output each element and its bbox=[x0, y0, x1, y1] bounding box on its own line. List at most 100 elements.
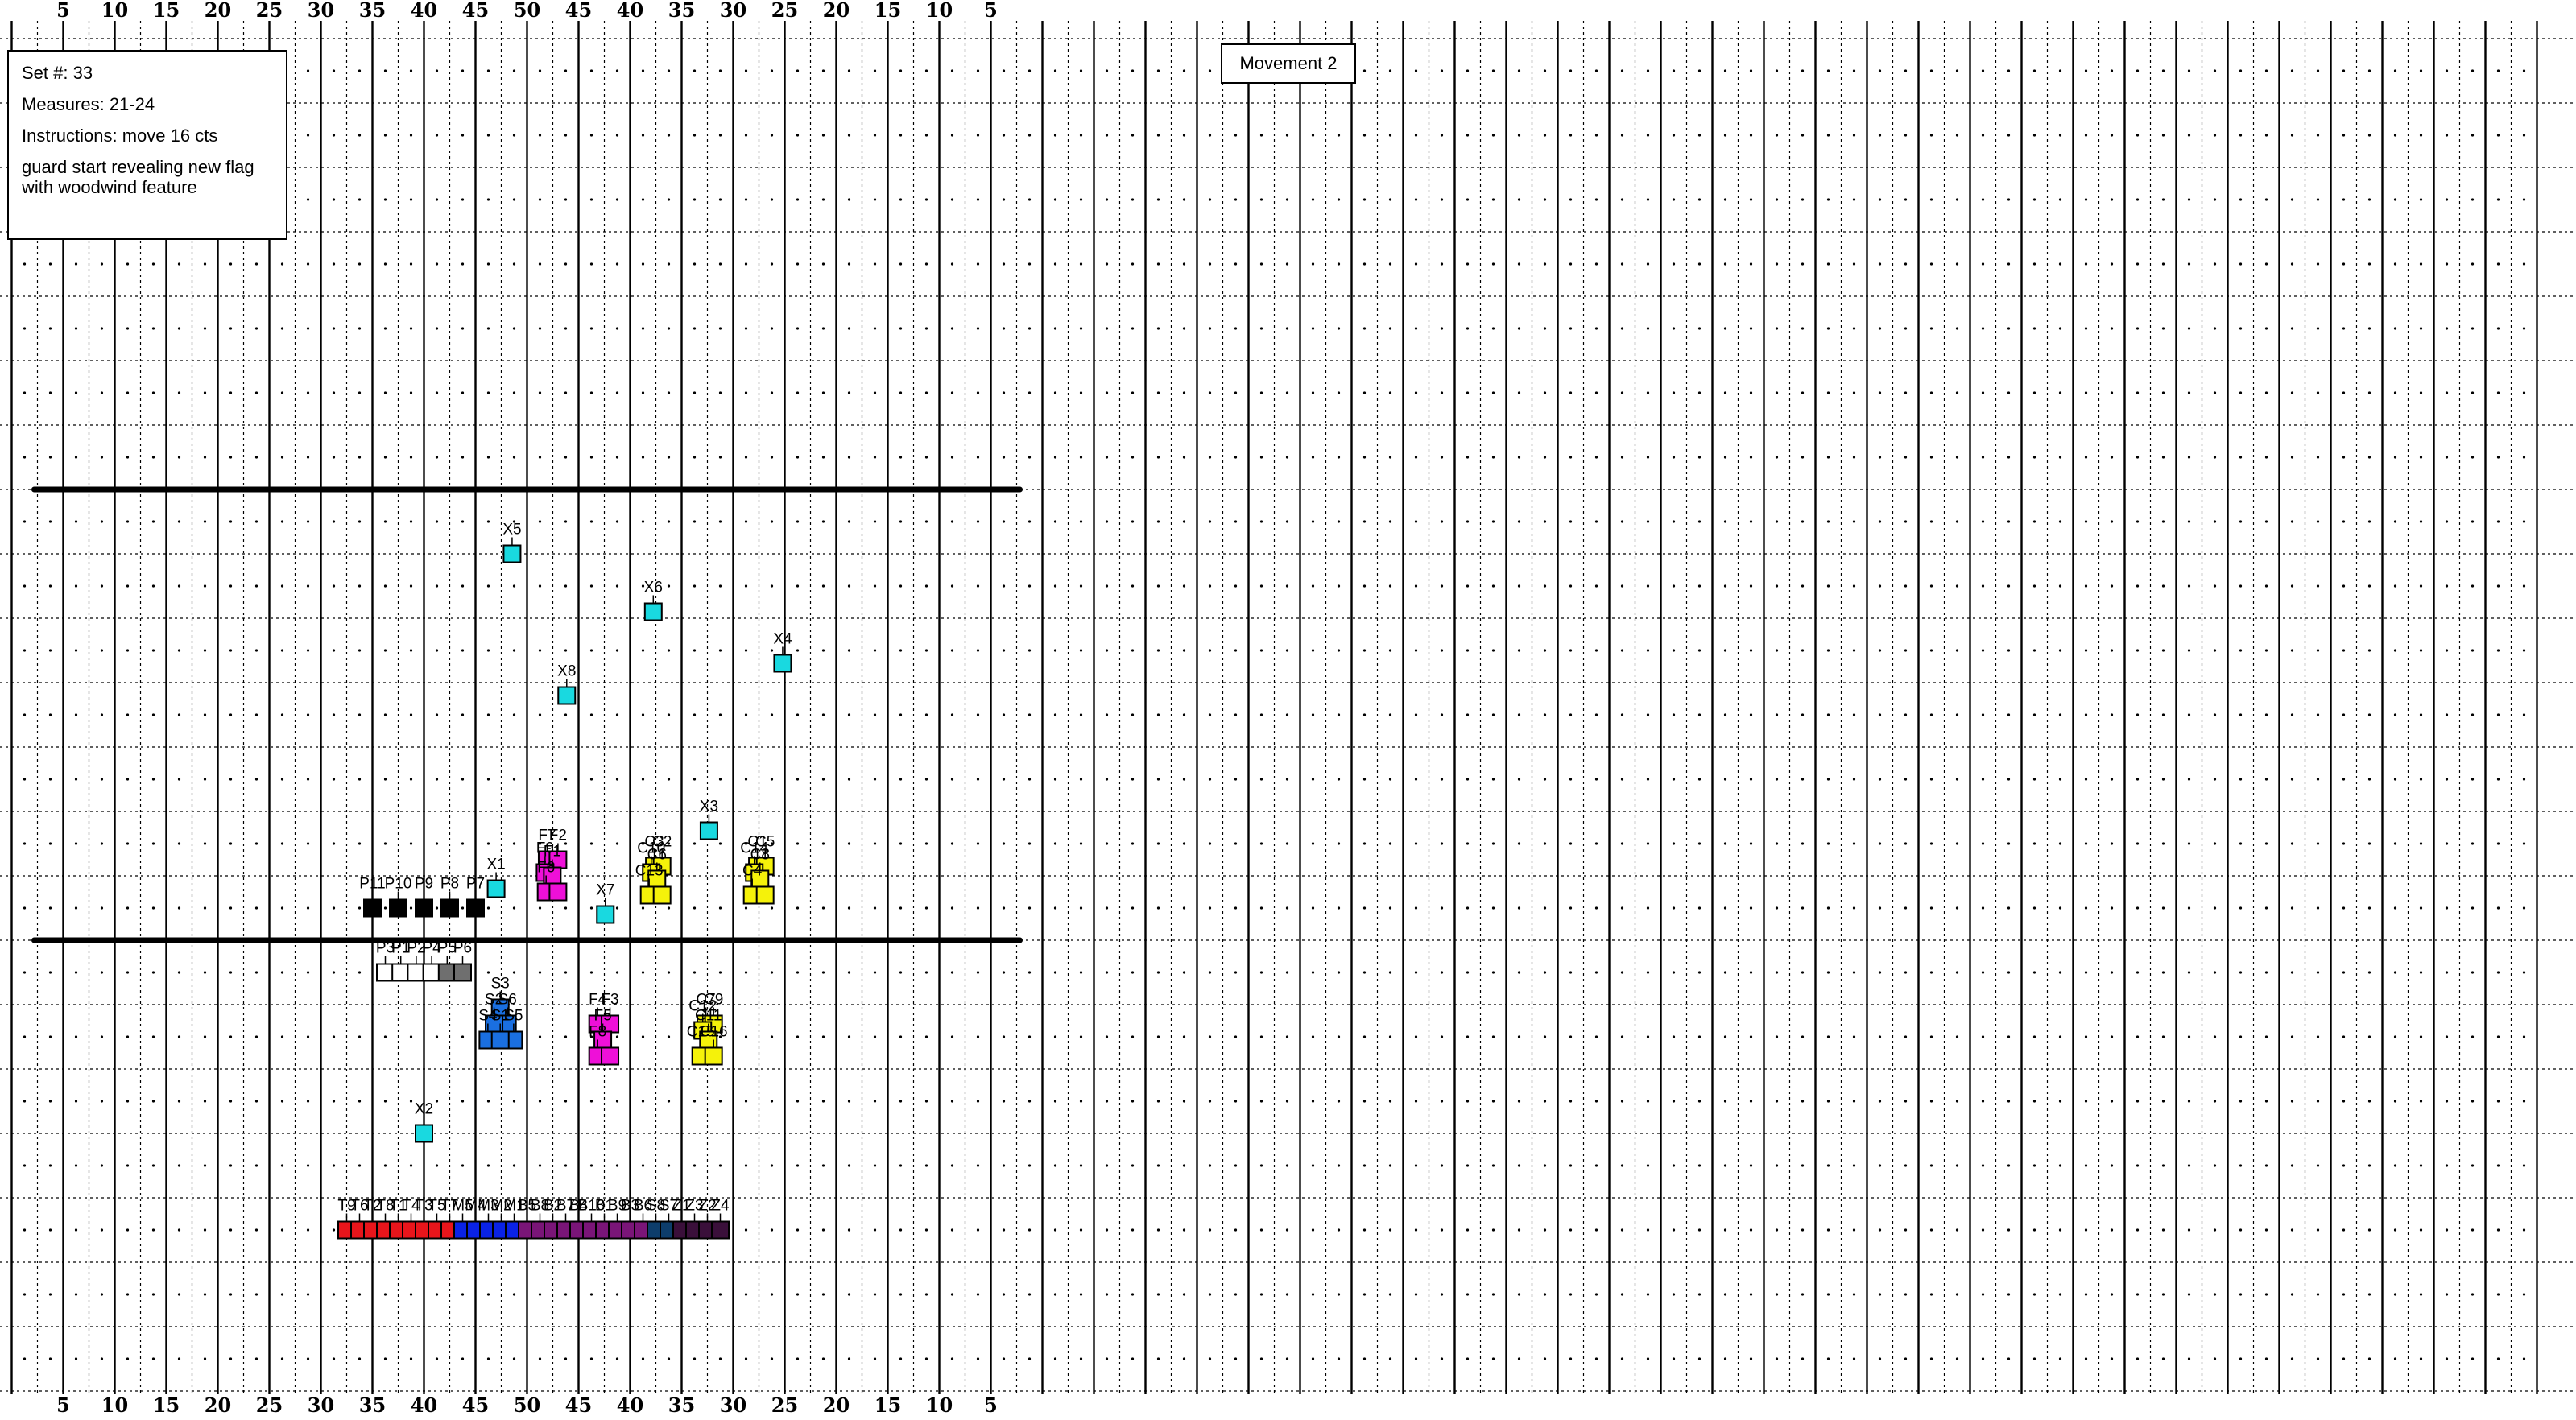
grid-dot bbox=[1801, 1357, 1805, 1360]
grid-dot bbox=[1053, 262, 1057, 266]
grid-dot bbox=[1491, 1357, 1495, 1360]
performer-marker[interactable] bbox=[453, 963, 472, 982]
performer-x2[interactable]: X2 bbox=[415, 1101, 433, 1143]
grid-dot bbox=[23, 906, 27, 910]
yard-number-bottom: 20 bbox=[205, 1393, 231, 1417]
grid-dot bbox=[667, 198, 671, 201]
performer-x5[interactable]: X5 bbox=[502, 522, 522, 563]
performer-p5[interactable]: P5 bbox=[437, 940, 457, 982]
grid-dot bbox=[2264, 134, 2268, 137]
performer-marker[interactable] bbox=[391, 963, 411, 982]
yard-number-bottom: 10 bbox=[101, 1393, 128, 1417]
performer-marker[interactable] bbox=[773, 654, 792, 673]
performer-marker[interactable] bbox=[601, 1046, 620, 1066]
performer-marker[interactable] bbox=[699, 821, 718, 840]
grid-dot bbox=[873, 198, 877, 201]
performer-marker[interactable] bbox=[548, 882, 568, 902]
grid-dot bbox=[1079, 778, 1083, 781]
performer-f8b[interactable] bbox=[601, 1046, 620, 1066]
performer-z4[interactable]: Z4 bbox=[711, 1198, 730, 1240]
grid-dot bbox=[2187, 520, 2191, 523]
performer-p9[interactable]: P9 bbox=[415, 876, 433, 918]
grid-dot bbox=[280, 971, 284, 974]
grid-dot bbox=[615, 262, 619, 266]
performer-f4[interactable]: F4 bbox=[588, 992, 607, 1034]
grid-dot bbox=[693, 713, 697, 716]
grid-dot bbox=[332, 1035, 336, 1038]
grid-dot bbox=[2419, 1035, 2423, 1038]
performer-marker[interactable] bbox=[422, 963, 441, 982]
performer-c16[interactable]: C16 bbox=[700, 1024, 728, 1066]
performer-marker[interactable] bbox=[376, 963, 395, 982]
performer-p4[interactable]: P4 bbox=[422, 940, 441, 982]
performer-x6[interactable]: X6 bbox=[644, 580, 663, 621]
grid-dot bbox=[2393, 520, 2397, 523]
performer-p1[interactable]: P1 bbox=[391, 940, 411, 982]
performer-marker[interactable] bbox=[502, 544, 522, 563]
performer-marker[interactable] bbox=[486, 879, 506, 898]
performer-x1[interactable]: X1 bbox=[486, 857, 506, 898]
grid-dot bbox=[306, 198, 310, 201]
grid-dot bbox=[358, 520, 362, 523]
performer-f3[interactable]: F3 bbox=[601, 992, 620, 1034]
performer-marker[interactable] bbox=[755, 885, 775, 905]
performer-p10[interactable]: P10 bbox=[385, 876, 412, 918]
grid-dot bbox=[1955, 778, 1959, 781]
performer-p6[interactable]: P6 bbox=[453, 940, 472, 982]
grid-dot bbox=[48, 649, 52, 652]
performer-x3[interactable]: X3 bbox=[700, 799, 718, 840]
performer-c2[interactable]: C2 bbox=[652, 834, 672, 876]
grid-dot bbox=[1182, 778, 1186, 781]
performer-marker[interactable] bbox=[557, 686, 577, 705]
grid-dot bbox=[899, 520, 903, 523]
performer-x4[interactable]: X4 bbox=[773, 631, 792, 673]
performer-marker[interactable] bbox=[711, 1220, 730, 1240]
grid-dot bbox=[1955, 971, 1959, 974]
grid-dot bbox=[693, 649, 697, 652]
performer-marker[interactable] bbox=[643, 602, 663, 621]
performer-marker[interactable] bbox=[490, 1030, 510, 1050]
performer-p11[interactable]: P11 bbox=[359, 876, 386, 918]
yard-number-bottom: 20 bbox=[823, 1393, 850, 1417]
performer-c4b[interactable] bbox=[755, 885, 775, 905]
performer-marker[interactable] bbox=[596, 905, 615, 924]
grid-dot bbox=[1620, 391, 1624, 394]
performer-s1[interactable]: S1 bbox=[490, 1008, 510, 1050]
grid-dot bbox=[1801, 69, 1805, 72]
performer-marker[interactable] bbox=[704, 1046, 723, 1066]
performer-x7[interactable]: X7 bbox=[596, 882, 615, 924]
performer-marker[interactable] bbox=[415, 1124, 433, 1143]
performer-f5[interactable]: F5 bbox=[593, 1008, 613, 1050]
performer-s2[interactable]: S2 bbox=[485, 992, 503, 1034]
grid-dot bbox=[744, 69, 748, 72]
performer-marker[interactable] bbox=[440, 898, 459, 918]
grid-dot bbox=[1491, 520, 1495, 523]
grid-dot bbox=[1852, 134, 1856, 137]
performer-c10[interactable]: C10 bbox=[637, 840, 665, 882]
performer-marker[interactable] bbox=[363, 898, 382, 918]
grid-dot bbox=[1131, 1035, 1135, 1038]
performer-marker[interactable] bbox=[652, 885, 672, 905]
performer-x8[interactable]: X8 bbox=[557, 663, 577, 705]
performer-c13b[interactable] bbox=[652, 885, 672, 905]
grid-dot bbox=[1414, 584, 1418, 588]
grid-dot bbox=[1028, 649, 1032, 652]
performer-c11[interactable]: C11 bbox=[695, 1008, 722, 1050]
performer-marker[interactable] bbox=[389, 898, 407, 918]
performer-p7[interactable]: P7 bbox=[466, 876, 485, 918]
grid-dot bbox=[1362, 778, 1367, 781]
grid-dot bbox=[1723, 584, 1727, 588]
grid-dot bbox=[332, 1293, 336, 1296]
grid-dot bbox=[254, 842, 258, 845]
grid-dot bbox=[1156, 1357, 1160, 1360]
grid-dot bbox=[821, 906, 825, 910]
performer-marker[interactable] bbox=[437, 963, 457, 982]
performer-marker[interactable] bbox=[407, 963, 426, 982]
grid-dot bbox=[2316, 198, 2320, 201]
grid-dot bbox=[229, 1357, 233, 1360]
performer-p8[interactable]: P8 bbox=[440, 876, 459, 918]
performer-marker[interactable] bbox=[415, 898, 433, 918]
performer-f6b[interactable] bbox=[548, 882, 568, 902]
performer-marker[interactable] bbox=[466, 898, 485, 918]
grid-dot bbox=[1981, 713, 1985, 716]
